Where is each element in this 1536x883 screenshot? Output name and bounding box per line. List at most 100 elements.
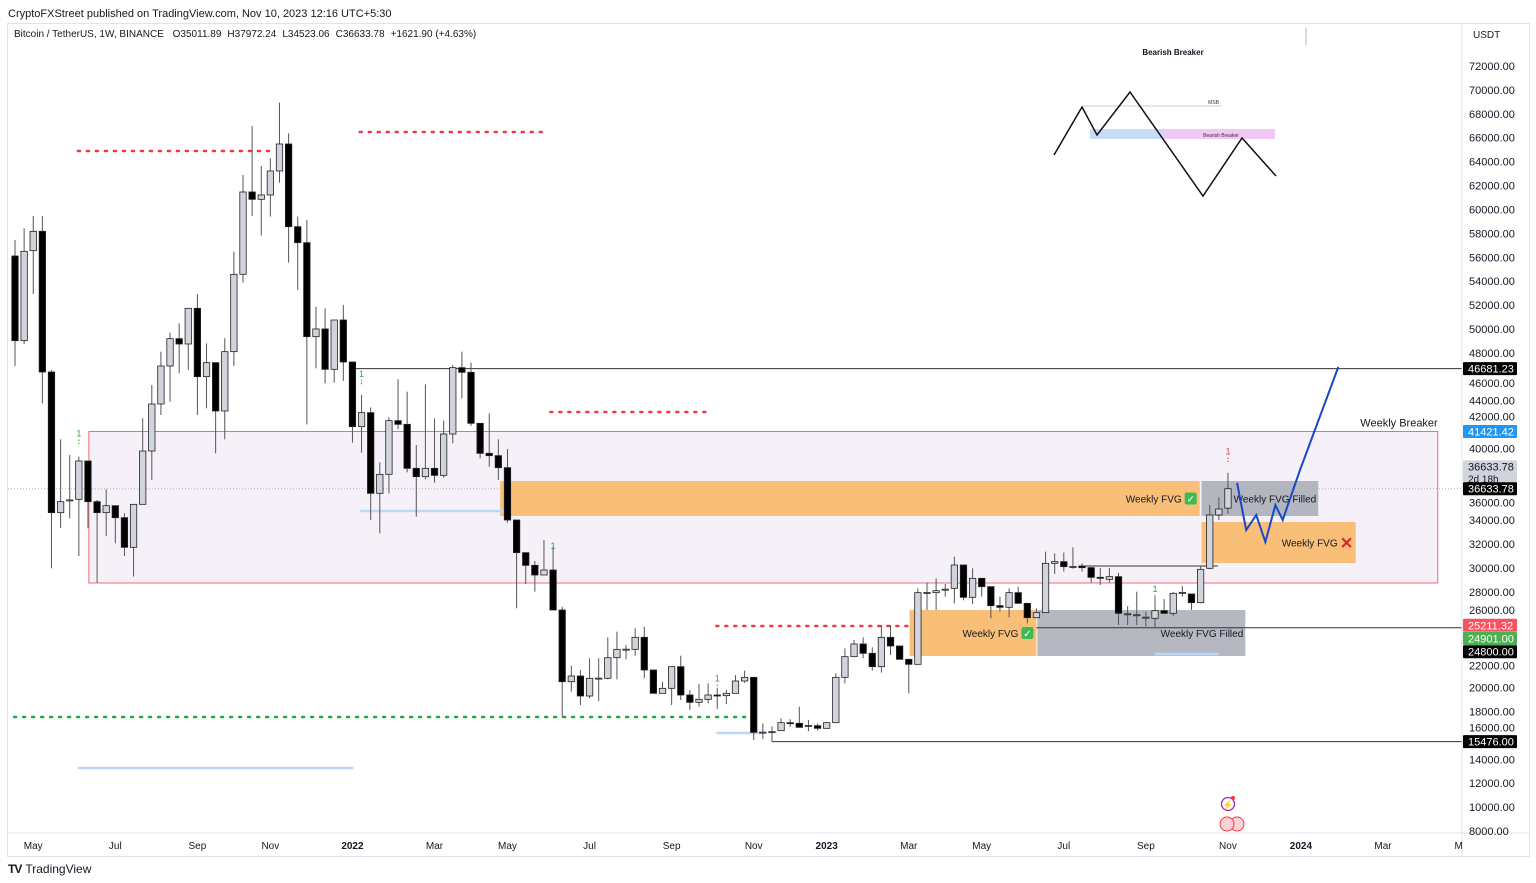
- candle[interactable]: [1060, 552, 1068, 572]
- candle[interactable]: [886, 624, 895, 656]
- candle[interactable]: [731, 674, 740, 694]
- candle[interactable]: [1160, 599, 1168, 615]
- candle[interactable]: [330, 319, 338, 383]
- lightning-event-icon[interactable]: [1220, 796, 1236, 812]
- candle[interactable]: [513, 519, 521, 609]
- candle[interactable]: [969, 568, 977, 604]
- candle[interactable]: [75, 456, 83, 556]
- candle[interactable]: [1105, 568, 1113, 583]
- candle[interactable]: [403, 391, 411, 473]
- candle[interactable]: [303, 219, 311, 425]
- candle[interactable]: [978, 577, 986, 597]
- candle[interactable]: [987, 586, 995, 619]
- candle[interactable]: [503, 449, 512, 523]
- candle[interactable]: [595, 658, 603, 701]
- brand-name[interactable]: TradingView: [25, 862, 92, 876]
- candle[interactable]: [1114, 572, 1123, 625]
- candle[interactable]: [129, 503, 138, 577]
- candle[interactable]: [184, 307, 192, 370]
- candle[interactable]: [841, 648, 849, 684]
- candle[interactable]: [713, 688, 721, 709]
- candle[interactable]: [120, 513, 129, 556]
- candle[interactable]: [576, 670, 585, 705]
- candle[interactable]: [458, 351, 466, 399]
- candle[interactable]: [704, 683, 712, 704]
- candle[interactable]: [111, 505, 119, 544]
- tradingview-logo-icon[interactable]: TV: [8, 862, 22, 876]
- candle[interactable]: [1206, 504, 1214, 570]
- candle[interactable]: [139, 418, 147, 505]
- candle[interactable]: [1087, 566, 1095, 583]
- candle[interactable]: [832, 673, 840, 724]
- candle[interactable]: [950, 556, 958, 604]
- candle[interactable]: [339, 304, 347, 382]
- candle[interactable]: [677, 655, 685, 700]
- candle[interactable]: [585, 658, 594, 699]
- candle[interactable]: [421, 384, 430, 480]
- candle[interactable]: [1178, 585, 1186, 597]
- candle[interactable]: [275, 102, 284, 183]
- candle[interactable]: [549, 546, 557, 611]
- candle[interactable]: [29, 215, 37, 294]
- candle[interactable]: [905, 658, 913, 694]
- candle[interactable]: [266, 158, 274, 217]
- candle[interactable]: [649, 669, 658, 694]
- candle[interactable]: [294, 216, 302, 290]
- candle[interactable]: [877, 624, 886, 673]
- candle[interactable]: [613, 631, 621, 680]
- candle[interactable]: [239, 174, 247, 283]
- candle[interactable]: [941, 583, 949, 597]
- candle[interactable]: [768, 726, 776, 742]
- candle[interactable]: [1169, 591, 1177, 616]
- candle[interactable]: [494, 439, 502, 480]
- candle[interactable]: [157, 351, 165, 415]
- candle[interactable]: [467, 362, 475, 426]
- candle[interactable]: [221, 338, 229, 440]
- candle[interactable]: [1023, 602, 1031, 624]
- candle[interactable]: [430, 418, 439, 483]
- candle[interactable]: [1124, 606, 1132, 625]
- candle[interactable]: [385, 417, 393, 494]
- candle[interactable]: [996, 596, 1004, 612]
- candle[interactable]: [348, 361, 357, 443]
- candle[interactable]: [1096, 568, 1104, 585]
- candle[interactable]: [1133, 591, 1141, 625]
- candle[interactable]: [376, 462, 384, 534]
- candle[interactable]: [868, 647, 876, 671]
- candle[interactable]: [230, 251, 238, 366]
- candle[interactable]: [722, 689, 730, 704]
- candle[interactable]: [640, 626, 648, 679]
- candle[interactable]: [485, 413, 493, 467]
- candle[interactable]: [1142, 611, 1150, 627]
- candle[interactable]: [741, 670, 749, 683]
- candle[interactable]: [750, 676, 758, 741]
- candle[interactable]: [896, 645, 904, 660]
- candle[interactable]: [859, 637, 867, 659]
- candle[interactable]: [1041, 551, 1050, 614]
- candle[interactable]: [449, 364, 457, 444]
- candle[interactable]: [759, 723, 767, 739]
- candle[interactable]: [686, 690, 694, 710]
- candle[interactable]: [1197, 566, 1205, 604]
- candle[interactable]: [1215, 497, 1223, 520]
- candle[interactable]: [321, 308, 329, 384]
- candle[interactable]: [57, 439, 65, 528]
- candle[interactable]: [476, 422, 484, 459]
- candle[interactable]: [312, 306, 320, 369]
- candle[interactable]: [932, 578, 940, 610]
- candle[interactable]: [257, 165, 265, 236]
- candle[interactable]: [795, 706, 803, 728]
- candle[interactable]: [804, 719, 813, 732]
- candle[interactable]: [38, 215, 46, 404]
- candle[interactable]: [102, 489, 110, 536]
- candle[interactable]: [558, 606, 566, 717]
- candle[interactable]: [166, 332, 174, 402]
- candle[interactable]: [914, 588, 922, 665]
- candle[interactable]: [1005, 588, 1013, 618]
- candle[interactable]: [1014, 586, 1022, 604]
- candle[interactable]: [604, 637, 612, 680]
- candle[interactable]: [284, 133, 293, 263]
- candle[interactable]: [175, 323, 183, 374]
- candle[interactable]: [622, 644, 630, 660]
